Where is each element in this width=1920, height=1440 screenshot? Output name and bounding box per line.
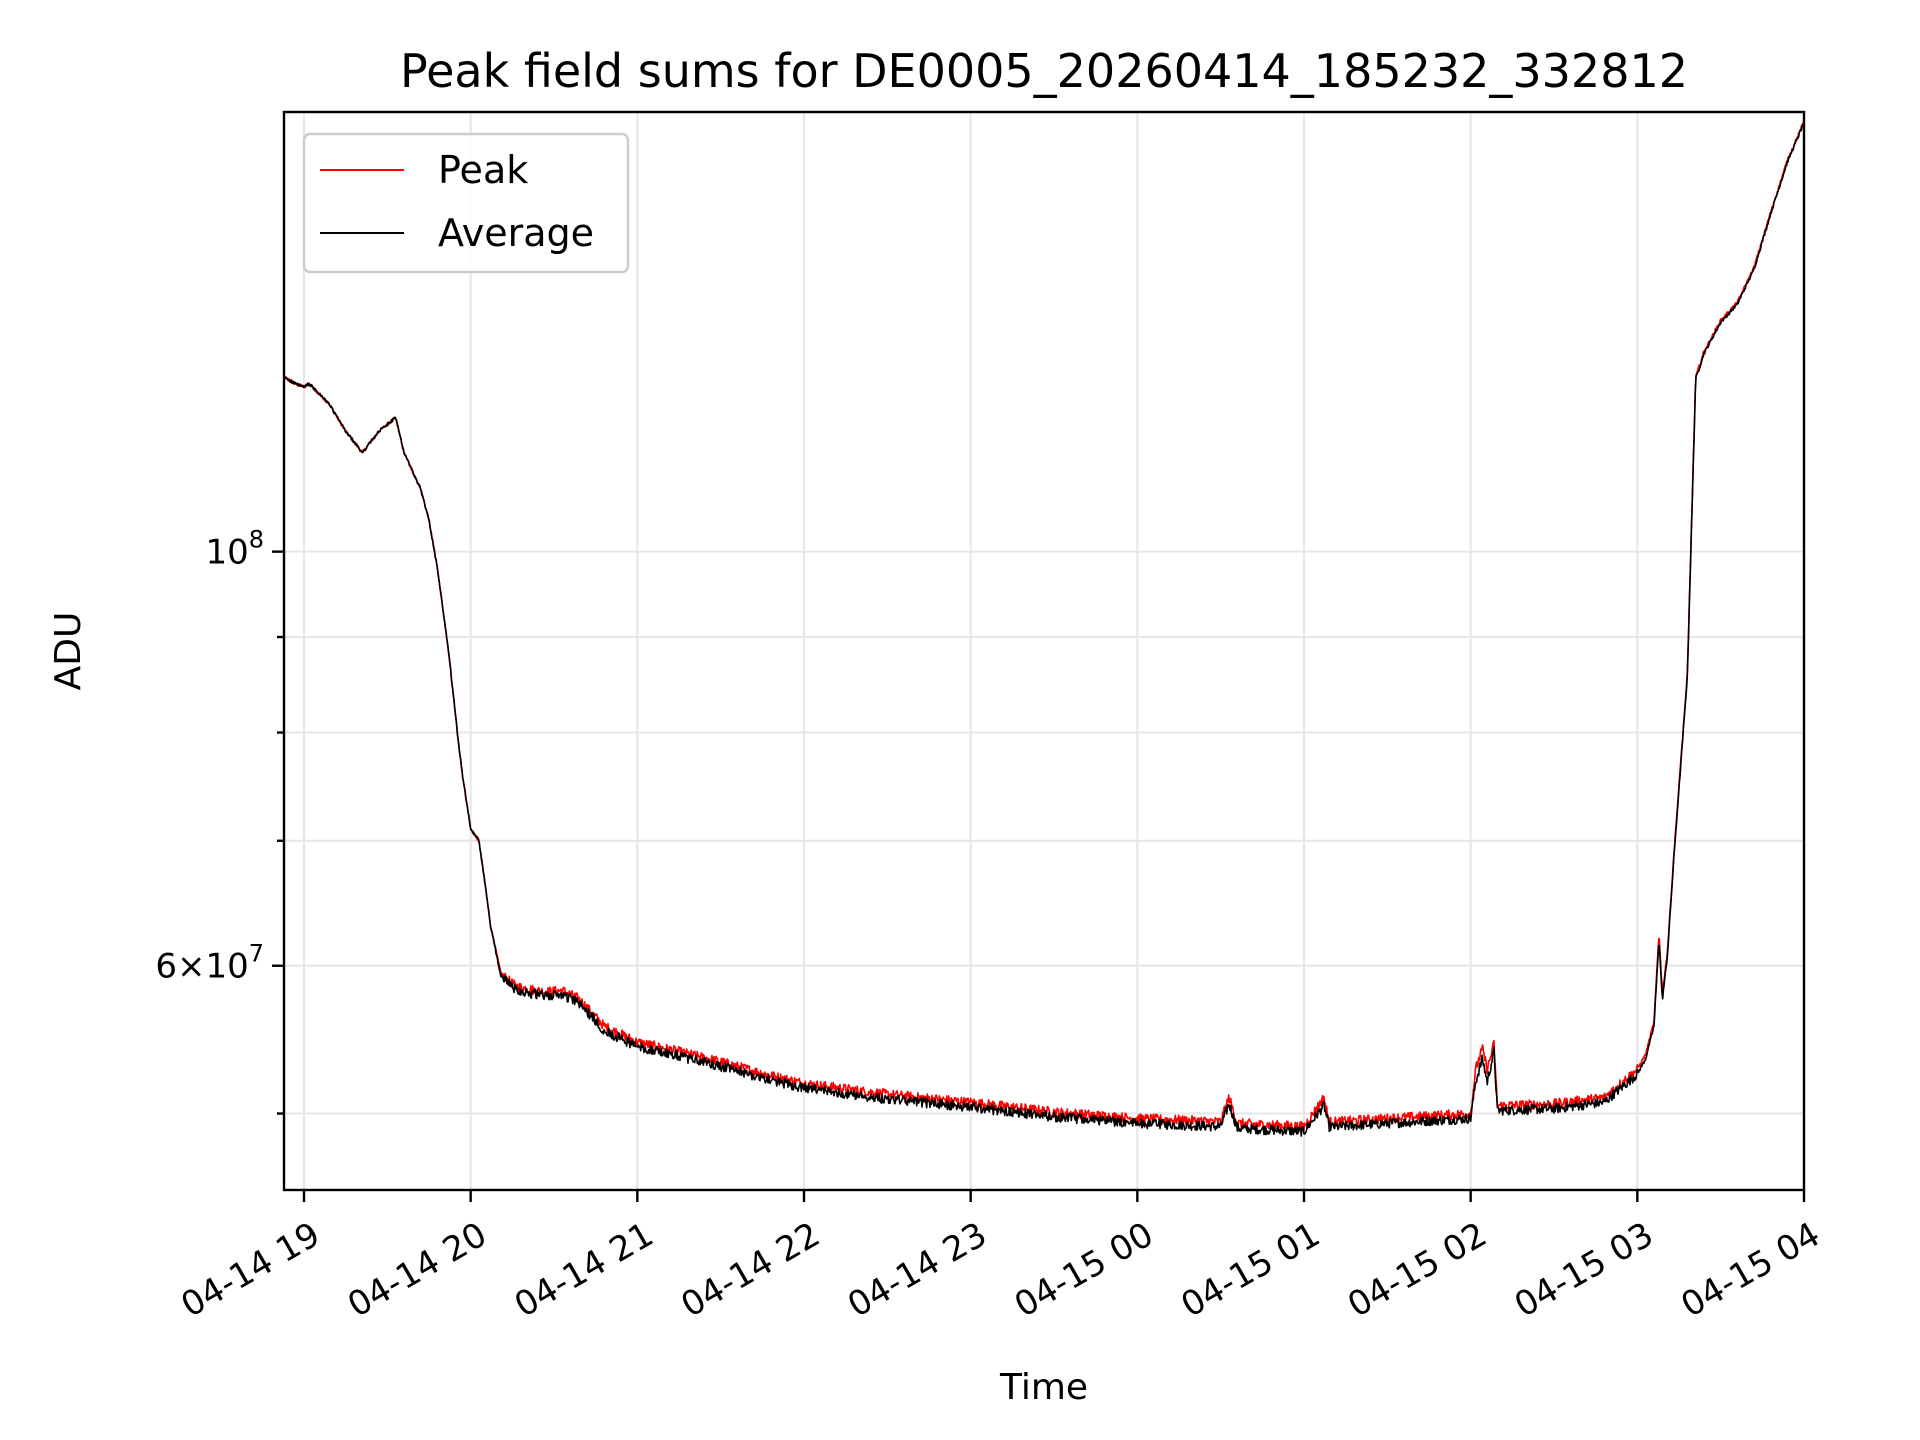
- y-tick-label-exponent: 7: [249, 940, 264, 968]
- legend-box: [302, 132, 630, 274]
- y-tick-label: 108: [205, 526, 264, 573]
- plot-frame: [282, 110, 1806, 1192]
- y-tick-label: 6×107: [155, 940, 264, 987]
- y-axis-label: ADU: [48, 612, 89, 691]
- y-tick-label-exponent: 8: [249, 526, 264, 554]
- legend[interactable]: Peak Average: [302, 132, 630, 274]
- legend-peak-label: Peak: [438, 148, 528, 192]
- legend-average-label: Average: [438, 211, 594, 255]
- x-axis-label: Time: [999, 1367, 1088, 1408]
- chart-title: Peak field sums for DE0005_20260414_1852…: [400, 44, 1688, 98]
- series-layer: [283, 121, 1805, 1137]
- y-tick-label-base: 6: [155, 947, 177, 987]
- y-tick-label-mantissa: 10: [205, 533, 248, 573]
- series-line-average: [283, 121, 1805, 1137]
- y-axis: 6×107 108: [155, 526, 284, 1115]
- y-tick-label-mantissa: ×10: [177, 947, 249, 987]
